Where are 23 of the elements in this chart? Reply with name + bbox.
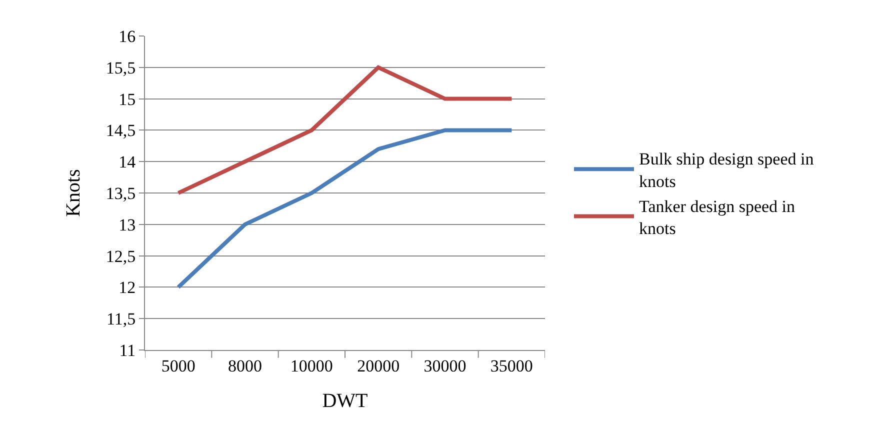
x-tick-label: 35000 bbox=[490, 356, 533, 376]
y-tick-label: 14,5 bbox=[106, 121, 136, 140]
line-series bbox=[176, 128, 514, 290]
y-tick-label: 16 bbox=[118, 26, 136, 46]
y-tick-label: 15 bbox=[118, 90, 136, 109]
y-tick-label: 13 bbox=[118, 215, 136, 234]
y-tick-label: 12,5 bbox=[106, 246, 136, 266]
x-tick-label: 5000 bbox=[161, 356, 196, 376]
x-tick-label: 8000 bbox=[228, 356, 262, 376]
x-tick-label: 10000 bbox=[290, 356, 333, 376]
y-tick-label: 11 bbox=[119, 340, 136, 360]
x-tick-label: 30000 bbox=[424, 356, 466, 376]
y-tick-label: 12 bbox=[118, 278, 136, 298]
y-tick-label: 11,5 bbox=[106, 310, 136, 329]
x-axis-title: DWT bbox=[322, 390, 368, 412]
line-series bbox=[176, 65, 514, 195]
y-tick-label: 15,5 bbox=[106, 58, 136, 78]
y-tick-label: 13,5 bbox=[106, 184, 136, 203]
legend-label: Bulk ship design speed in knots bbox=[639, 150, 814, 191]
legend-label: Tanker design speed in knots bbox=[639, 196, 796, 238]
y-axis-title: Knots bbox=[62, 168, 84, 217]
y-tick-label: 14 bbox=[118, 152, 136, 172]
x-tick-label: 20000 bbox=[357, 356, 400, 376]
